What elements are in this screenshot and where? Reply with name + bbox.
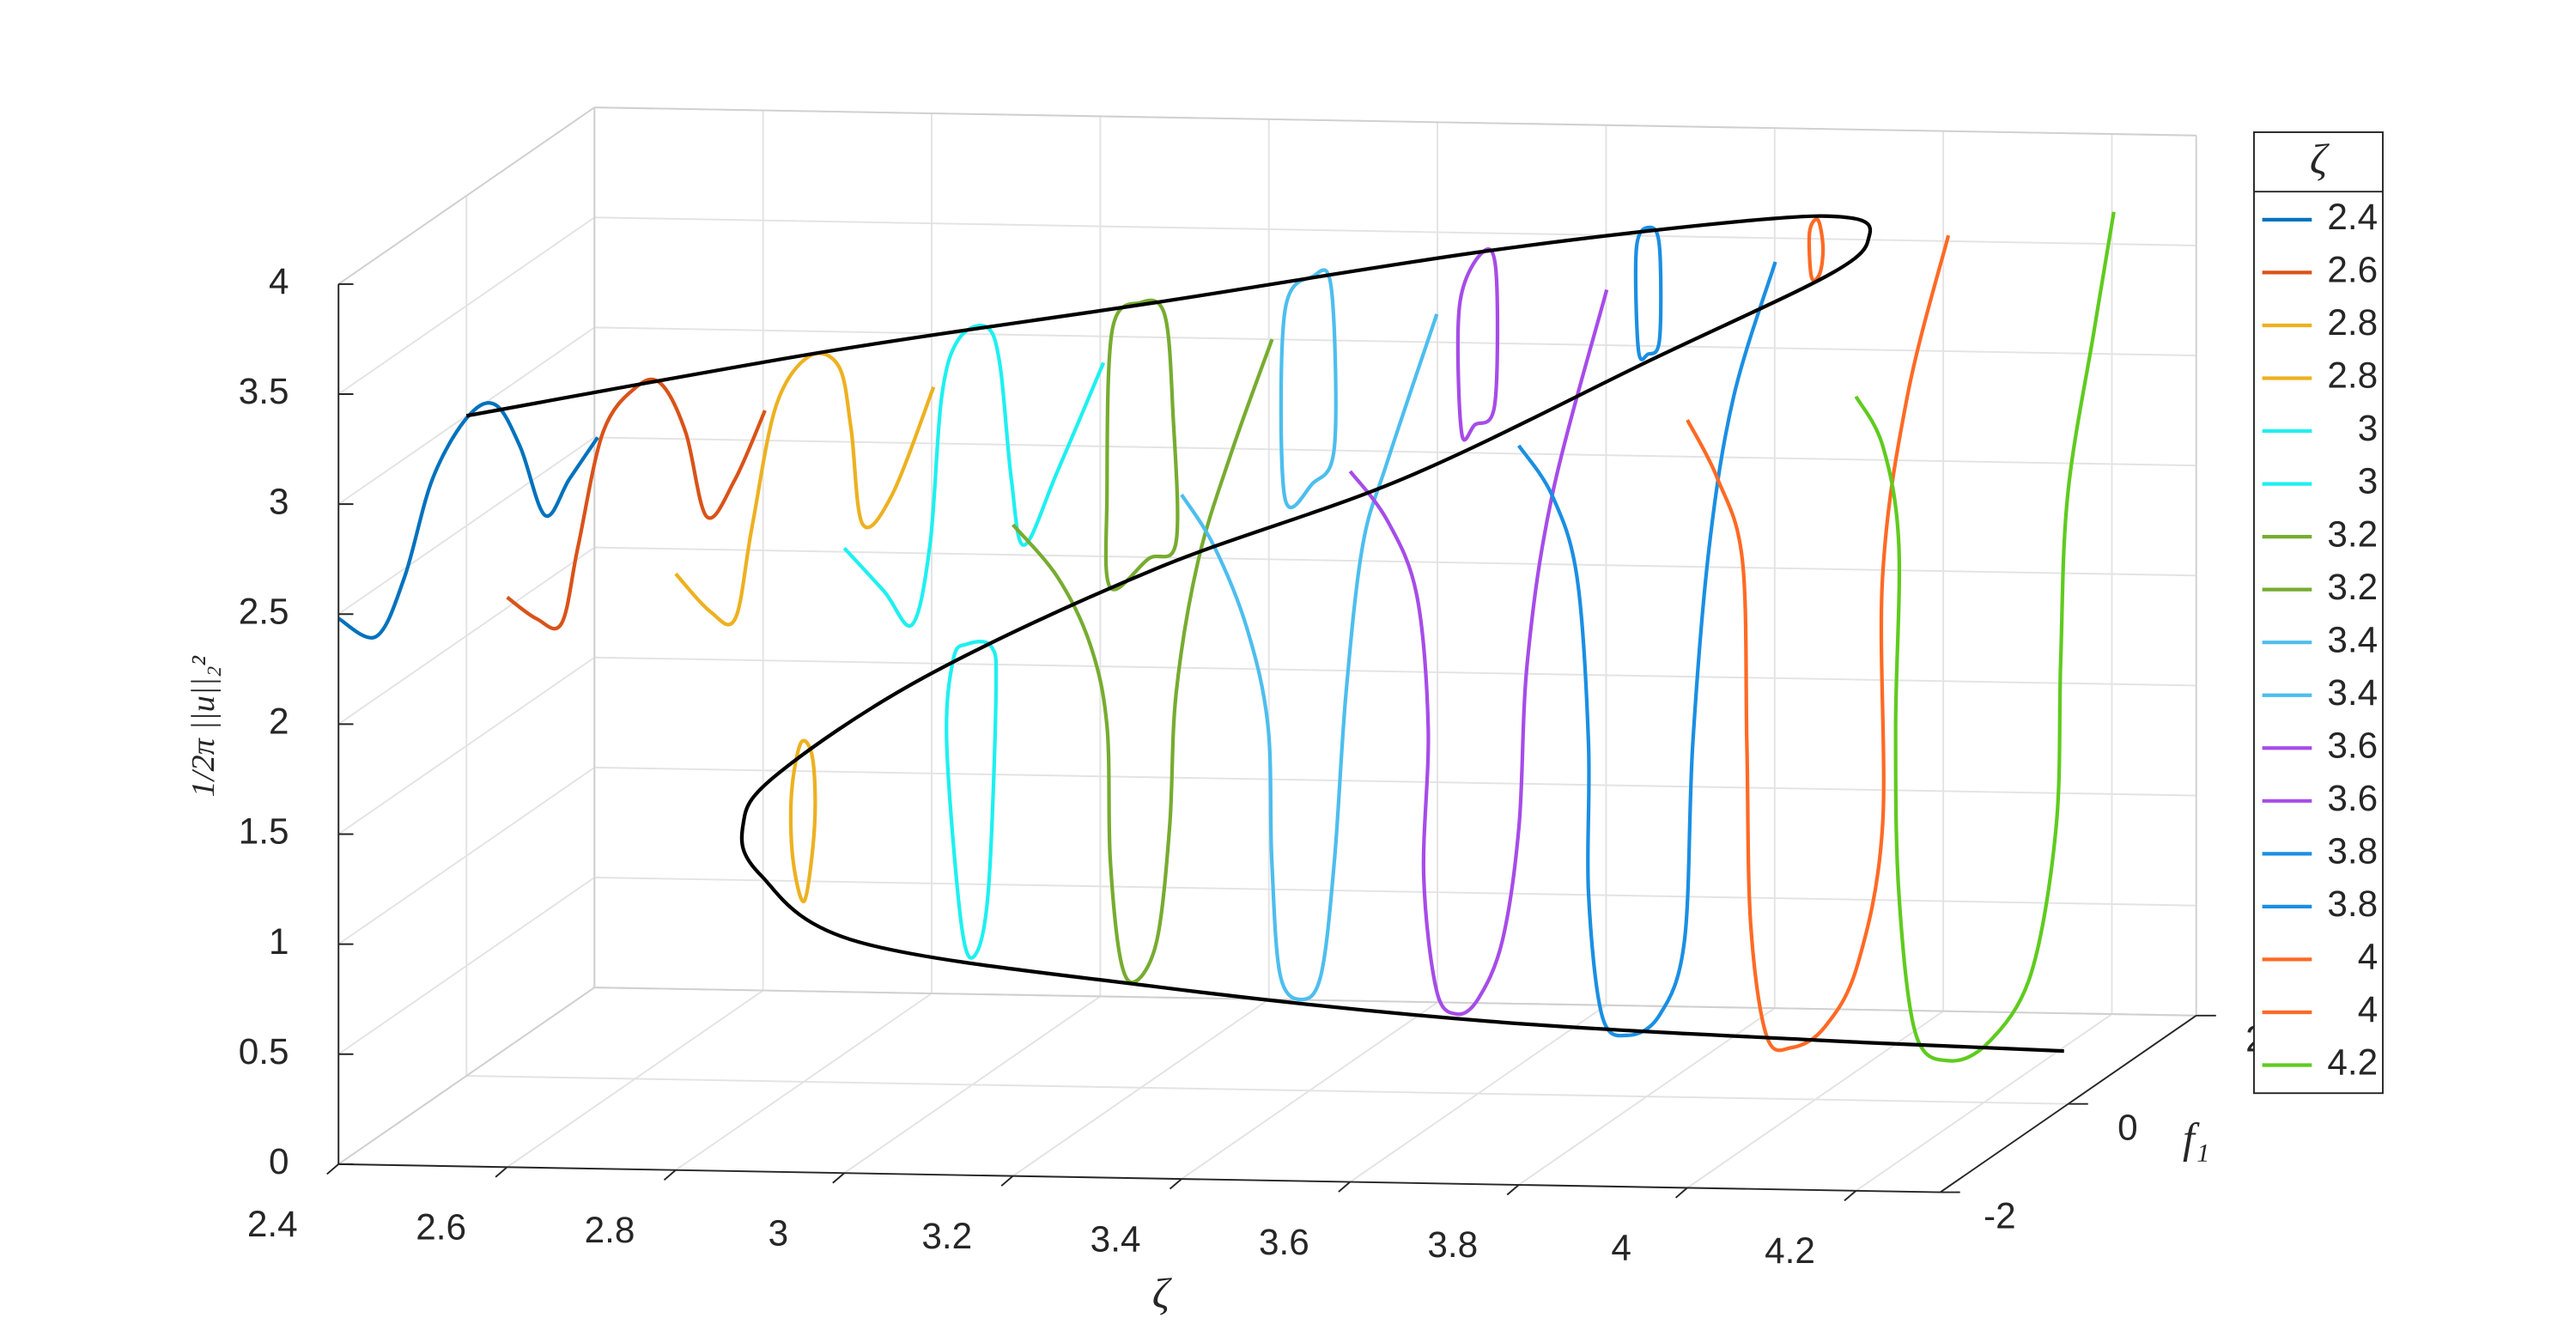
x-tick-label: 4.2 (1765, 1230, 1815, 1271)
legend-title: ζ (2310, 135, 2330, 183)
z-tick-label: 1 (269, 921, 289, 962)
box-edge (594, 106, 2196, 137)
z-tick-label: 3 (269, 481, 289, 521)
series-line (1686, 234, 1951, 1053)
z-axis-label: 1/2π ||u||₂² (185, 655, 222, 798)
x-tick (1844, 1190, 1857, 1202)
legend-box (2253, 131, 2384, 1095)
legend-label: 2.6 (2327, 250, 2378, 290)
series-line (945, 640, 999, 960)
series-line (1348, 288, 1609, 1017)
legend-label: 3.2 (2327, 567, 2378, 607)
grid-line (337, 216, 595, 395)
series-line (1516, 261, 1777, 1038)
x-tick (1000, 1175, 1014, 1187)
legend-label: 2.8 (2327, 355, 2378, 396)
z-tick-label: 1.5 (239, 811, 289, 852)
x-tick (832, 1172, 845, 1184)
legend-label: 2.8 (2327, 302, 2378, 343)
legend-label: 3.8 (2327, 884, 2378, 924)
z-tick-label: 0.5 (239, 1031, 289, 1072)
grid-line (594, 877, 2196, 907)
legend: ζ 2.4 2.6 2.8 2.8 3 3 3.2 3.2 3.4 3.4 3.6 3.6 3.8 3.8… (2253, 131, 2384, 1095)
z-tick-label: 3.5 (239, 371, 289, 411)
x-tick-label: 2.8 (585, 1210, 635, 1250)
x-tick (1338, 1181, 1351, 1193)
grid-line (337, 767, 595, 945)
legend-label: 3.6 (2327, 778, 2378, 818)
series-line (788, 738, 817, 904)
x-tick (1506, 1184, 1520, 1196)
x-tick-label: 3 (769, 1212, 789, 1253)
legend-label: 3.6 (2327, 725, 2378, 765)
legend-label: 3.8 (2327, 831, 2378, 871)
x-tick-label: 2.6 (416, 1207, 466, 1248)
box-edge (337, 106, 595, 285)
x-axis-label: ζ (1152, 1269, 1173, 1317)
grid-line (337, 546, 595, 726)
series-line (1279, 268, 1338, 510)
z-tick-label: 2 (269, 701, 289, 742)
grid-line (337, 436, 595, 616)
x-tick-label: 3.2 (921, 1216, 972, 1256)
box-edge (594, 987, 2196, 1017)
x-tick-label: 4 (1611, 1228, 1631, 1268)
axes: 0 0.5 1 1.5 2 2.5 3 3.5 4 2.4 2.6 2.8 3 3.2 3.4 3.6 3.8 4… (239, 261, 2266, 1271)
grid-line (337, 656, 595, 835)
x-tick-label: 3.6 (1259, 1222, 1309, 1262)
plot-area (337, 211, 2116, 1063)
x-tick-label: 2.4 (247, 1204, 298, 1244)
y-axis-label: f₁ (2183, 1114, 2209, 1162)
x-axis (338, 1163, 1941, 1193)
series-line (1103, 298, 1180, 592)
z-tick-label: 2.5 (239, 591, 289, 631)
x-tick (1674, 1187, 1688, 1199)
legend-label: 4.2 (2327, 1042, 2378, 1083)
y-tick-label: 0 (2117, 1108, 2138, 1148)
legend-label: 4 (2358, 937, 2379, 977)
series-line (842, 324, 1106, 629)
grid-line (594, 546, 2196, 577)
grid-line (594, 216, 2196, 246)
legend-label: 4 (2358, 989, 2379, 1029)
legend-label: 3.4 (2327, 619, 2378, 659)
series-line (1854, 211, 2116, 1063)
legend-label: 2.4 (2327, 197, 2378, 237)
series-line (1180, 313, 1439, 1002)
x-tick (1169, 1178, 1182, 1190)
legend-label: 3 (2358, 461, 2379, 501)
axes-box (337, 106, 2197, 1165)
grid (337, 106, 2196, 1193)
legend-label: 3.4 (2327, 672, 2378, 713)
series-line (337, 401, 599, 640)
legend-label: 3.2 (2327, 513, 2378, 554)
y-tick-label: -2 (1984, 1196, 2016, 1236)
series-line (506, 377, 767, 631)
x-tick (495, 1166, 508, 1178)
x-tick-label: 3.8 (1427, 1224, 1478, 1265)
z-tick-label: 0 (269, 1141, 289, 1181)
z-tick-label: 4 (269, 261, 289, 301)
series-line (1455, 247, 1500, 442)
series-line (674, 351, 936, 627)
legend-label: 3 (2358, 408, 2379, 448)
grid-line (466, 1075, 2069, 1105)
grid-line (594, 656, 2196, 687)
x-tick (663, 1169, 677, 1181)
grid-line (594, 766, 2196, 797)
grid-line (337, 877, 595, 1055)
series-line (1807, 217, 1826, 282)
series-line (1633, 225, 1663, 361)
x-tick-label: 3.4 (1091, 1218, 1141, 1259)
backbone-line (465, 214, 2064, 1054)
box-edge (337, 987, 595, 1165)
grid-line (594, 326, 2196, 357)
grid-line (594, 436, 2196, 467)
x-tick (326, 1163, 339, 1175)
